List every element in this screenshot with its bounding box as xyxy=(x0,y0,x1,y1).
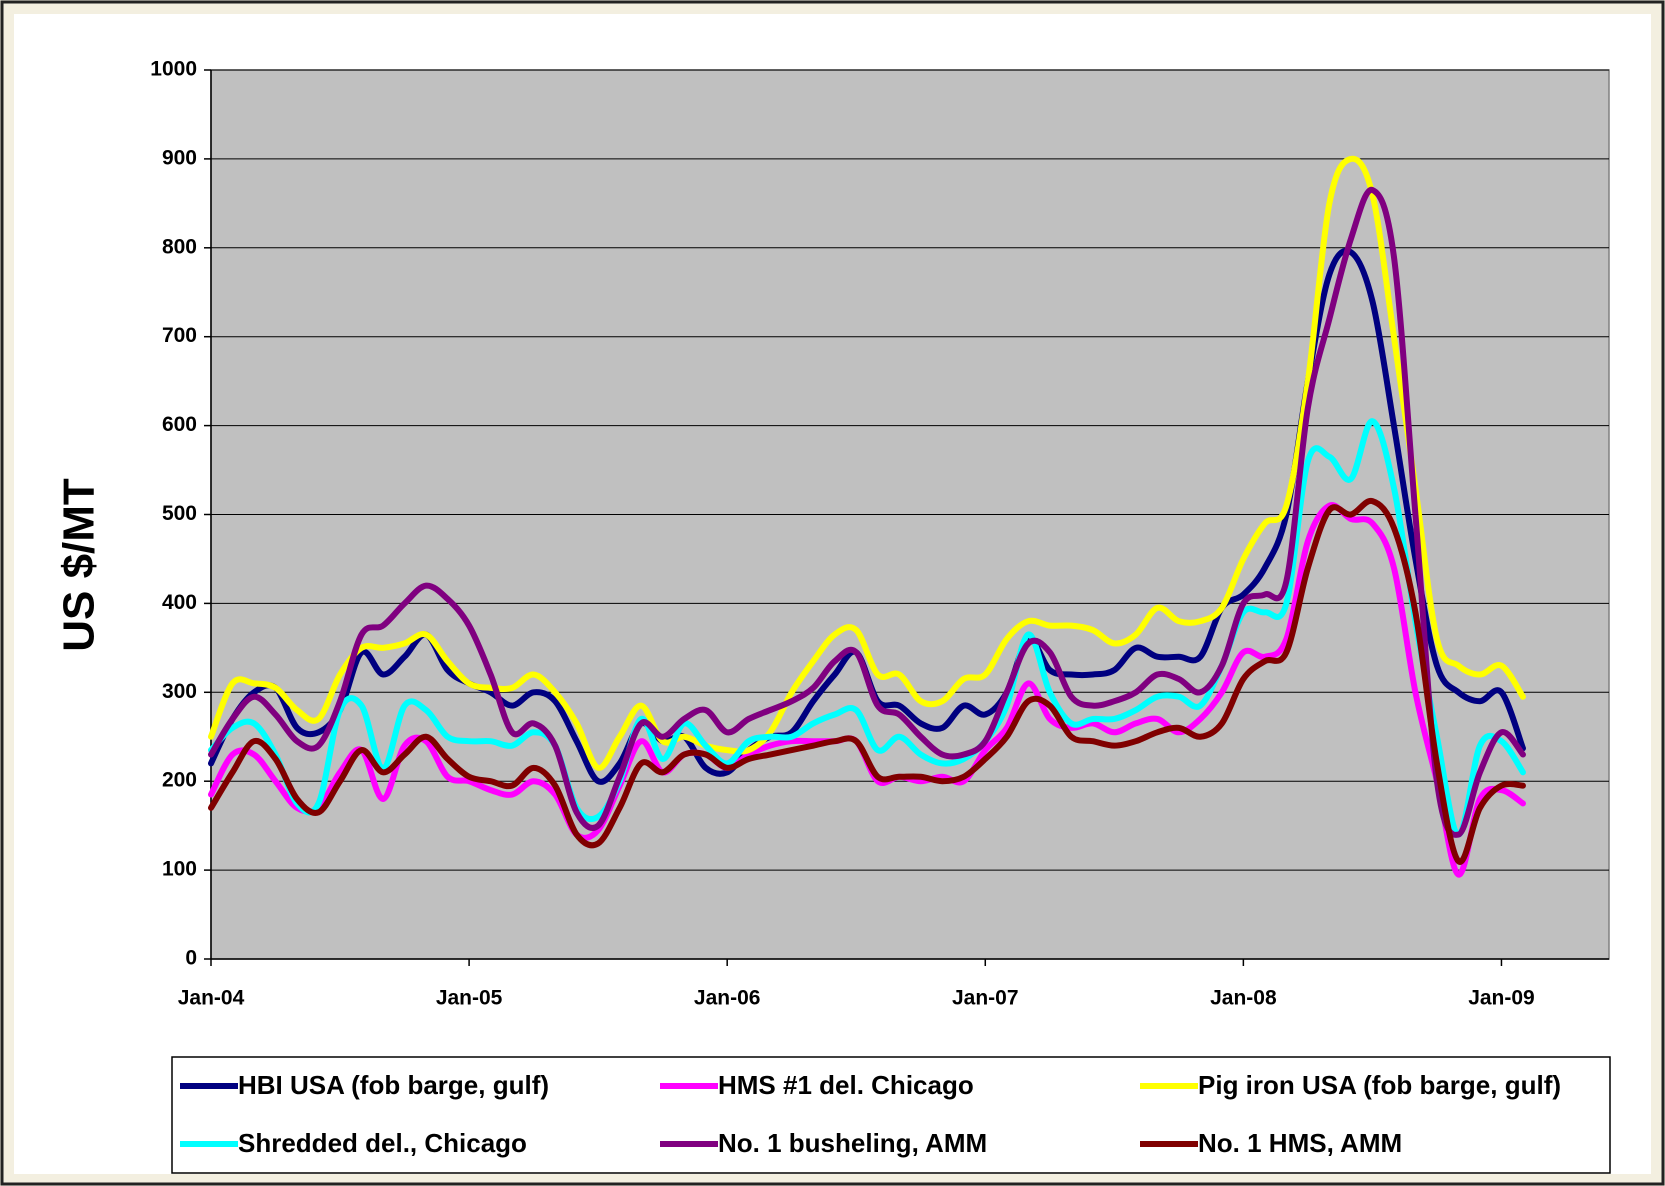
y-tick-label: 100 xyxy=(162,858,197,881)
y-tick-label: 1000 xyxy=(150,58,197,81)
y-tick-label: 200 xyxy=(162,769,197,792)
y-tick-label: 500 xyxy=(162,502,197,525)
series-line xyxy=(208,187,1526,838)
legend-label: Pig iron USA (fob barge, gulf) xyxy=(1198,1070,1561,1100)
y-tick-label: 300 xyxy=(162,680,197,703)
x-tick-label: Jan-06 xyxy=(694,987,761,1010)
series-line xyxy=(208,155,1526,771)
series-line xyxy=(208,418,1526,838)
y-tick-label: 400 xyxy=(162,591,197,614)
x-tick-label: Jan-04 xyxy=(178,987,245,1010)
legend-label: Shredded del., Chicago xyxy=(238,1128,527,1158)
x-tick-label: Jan-07 xyxy=(952,987,1019,1010)
y-tick-label: 0 xyxy=(185,947,197,970)
y-tick-label: 700 xyxy=(162,324,197,347)
series-line xyxy=(208,498,1526,865)
legend-label: HMS #1 del. Chicago xyxy=(718,1070,974,1100)
y-tick-label: 600 xyxy=(162,413,197,436)
x-tick-label: Jan-09 xyxy=(1468,987,1535,1010)
y-tick-label: 900 xyxy=(162,146,197,169)
legend-label: No. 1 busheling, AMM xyxy=(718,1128,987,1158)
x-tick-label: Jan-05 xyxy=(436,987,503,1010)
legend-label: No. 1 HMS, AMM xyxy=(1198,1128,1402,1158)
y-tick-label: 800 xyxy=(162,235,197,258)
legend-label: HBI USA (fob barge, gulf) xyxy=(238,1070,549,1100)
series-line xyxy=(208,502,1526,878)
legend-box xyxy=(171,1056,1611,1174)
x-tick-label: Jan-08 xyxy=(1210,987,1277,1010)
y-axis-title: US $/MT xyxy=(55,478,104,652)
